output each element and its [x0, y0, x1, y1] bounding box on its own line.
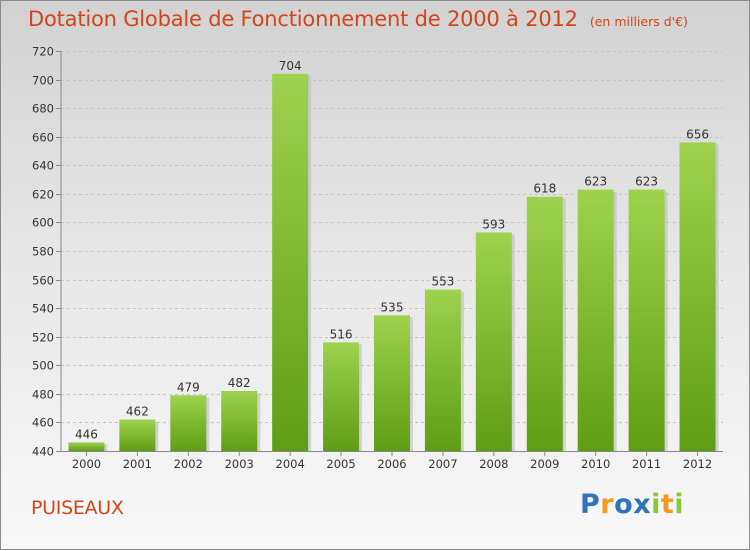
y-tick-label: 520 — [32, 331, 54, 345]
x-tick-label: 2007 — [428, 457, 457, 471]
x-tick-label: 2000 — [72, 457, 101, 471]
logo-letter: r — [600, 489, 615, 520]
x-tick-label: 2006 — [377, 457, 406, 471]
logo-letter: o — [614, 489, 634, 520]
bars: 446 462 479 482 704 516 535 553 593 618 623 623 656 — [68, 59, 719, 452]
bar — [526, 196, 563, 451]
bar — [170, 395, 207, 451]
y-tick-label: 600 — [32, 216, 54, 230]
y-tick-label: 580 — [32, 245, 54, 259]
x-tick-label: 2002 — [174, 457, 203, 471]
x-tick-label: 2004 — [276, 457, 305, 471]
bar-value-label: 656 — [686, 127, 709, 141]
chart-title: Dotation Globale de Fonctionnement de 20… — [28, 7, 688, 31]
bar-value-label: 516 — [330, 327, 353, 341]
y-tick-label: 500 — [32, 359, 54, 373]
y-tick-label: 680 — [32, 102, 54, 116]
y-tick-label: 640 — [32, 159, 54, 173]
x-tick-label: 2012 — [683, 457, 712, 471]
bar — [323, 342, 360, 451]
logo-letter: i — [674, 489, 685, 520]
bar-value-label: 593 — [482, 217, 505, 231]
bar — [374, 315, 410, 451]
y-tick-label: 480 — [32, 388, 54, 402]
bar-value-label: 553 — [431, 275, 454, 289]
x-tick-label: 2011 — [632, 457, 661, 471]
x-tick-label: 2003 — [225, 457, 254, 471]
bar — [679, 142, 716, 451]
bar — [68, 442, 105, 451]
y-tick-label: 700 — [32, 74, 54, 88]
logo-letter: P — [580, 489, 601, 520]
y-tick-label: 720 — [32, 45, 54, 59]
proxiti-logo: Proxiti — [580, 489, 684, 520]
x-tick-label: 2010 — [581, 457, 610, 471]
x-tick-label: 2005 — [326, 457, 355, 471]
bar — [424, 289, 461, 451]
bar — [272, 73, 309, 451]
bar-value-label: 623 — [584, 175, 607, 189]
x-axis: 2000 2001 2002 2003 2004 2005 2006 2007 2008 2009… — [61, 451, 723, 471]
y-tick-label: 440 — [32, 445, 54, 459]
logo-letter: t — [660, 489, 675, 520]
chart-title-text: Dotation Globale de Fonctionnement de 20… — [28, 7, 578, 31]
bar — [577, 189, 614, 452]
y-tick-label: 620 — [32, 188, 54, 202]
y-tick-label: 460 — [32, 416, 54, 430]
bar-value-label: 704 — [279, 59, 302, 73]
bar — [628, 189, 665, 452]
y-tick-label: 660 — [32, 131, 54, 145]
bar-value-label: 482 — [228, 376, 251, 390]
commune-name: PUISEAUX — [31, 497, 124, 519]
logo-letter: i — [651, 489, 661, 520]
bar — [475, 232, 512, 451]
bar-value-label: 618 — [533, 182, 556, 196]
y-tick-label: 560 — [32, 274, 54, 288]
logo-letter: x — [633, 489, 652, 520]
y-axis: 440 460 480 500 520 540 560 580 600 620 640 660 680 7… — [32, 45, 62, 459]
x-tick-label: 2008 — [479, 457, 508, 471]
chart-units: (en milliers d'€) — [589, 14, 688, 29]
bar — [119, 419, 156, 451]
x-tick-label: 2009 — [530, 457, 559, 471]
bar-value-label: 462 — [126, 405, 149, 419]
bar — [221, 391, 258, 451]
y-tick-label: 540 — [32, 302, 54, 316]
bar-value-label: 623 — [635, 175, 658, 189]
bar-value-label: 446 — [75, 427, 98, 441]
x-tick-label: 2001 — [123, 457, 152, 471]
bar-value-label: 479 — [177, 380, 200, 394]
bar-value-label: 535 — [381, 300, 404, 314]
